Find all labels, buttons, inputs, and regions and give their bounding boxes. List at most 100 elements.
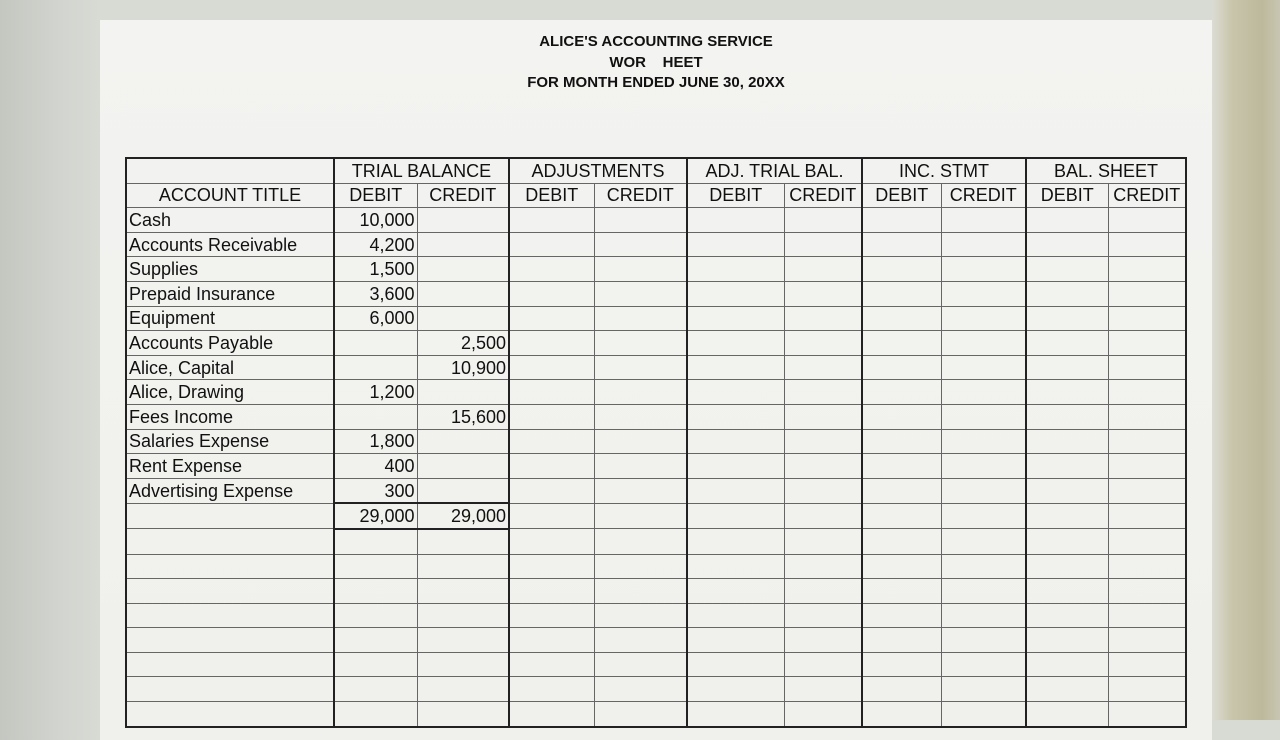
is-credit — [940, 651, 1027, 678]
adj-credit — [593, 602, 688, 629]
is-credit — [940, 305, 1027, 332]
adj-debit — [508, 701, 595, 728]
is-debit — [861, 651, 942, 678]
account-cell: Rent Expense — [125, 453, 335, 479]
tb-credit — [416, 701, 510, 728]
is-credit — [940, 578, 1027, 604]
bs-debit — [1025, 578, 1109, 604]
tb-debit — [333, 627, 418, 653]
account-cell: Alice, Capital — [125, 354, 335, 381]
account-title-header: ACCOUNT TITLE — [125, 182, 335, 209]
atb-debit — [686, 651, 785, 678]
bs-debit — [1025, 379, 1109, 405]
bs-debit — [1025, 553, 1109, 580]
adj-debit — [508, 502, 595, 530]
bs-debit — [1025, 502, 1109, 530]
is-debit — [861, 207, 942, 233]
empty-row — [125, 651, 1187, 678]
tb-credit — [416, 528, 510, 555]
is-credit — [940, 428, 1027, 455]
tb-debit: 1,800 — [333, 428, 418, 455]
tb-credit — [416, 676, 510, 703]
adj-credit — [593, 453, 688, 479]
atb-debit — [686, 379, 785, 405]
atb-credit — [783, 354, 863, 381]
bs-credit — [1107, 354, 1187, 381]
is-credit — [940, 676, 1027, 703]
tb-debit — [333, 528, 418, 555]
table-row: Equipment 6,000 — [125, 305, 1187, 332]
adj-debit — [508, 305, 595, 332]
atb-credit — [783, 651, 863, 678]
is-credit — [940, 330, 1027, 356]
is-credit — [940, 280, 1027, 307]
bs-credit — [1107, 528, 1187, 555]
adj-credit — [593, 354, 688, 381]
account-cell: Equipment — [125, 305, 335, 332]
is-debit — [861, 602, 942, 629]
debit-header: DEBIT — [333, 182, 418, 209]
is-debit — [861, 280, 942, 307]
is-debit — [861, 428, 942, 455]
empty-row — [125, 602, 1187, 629]
tb-credit: 15,600 — [416, 403, 510, 430]
adj-credit — [593, 256, 688, 282]
empty-row — [125, 553, 1187, 580]
company-name: ALICE'S ACCOUNTING SERVICE — [539, 33, 773, 50]
adj-credit — [593, 701, 688, 728]
atb-credit — [783, 330, 863, 356]
bs-credit — [1107, 256, 1187, 282]
group-header: ADJ. TRIAL BAL. — [686, 156, 863, 184]
table-row: Accounts Payable 2,500 — [125, 330, 1187, 356]
adj-debit — [508, 231, 595, 258]
account-cell — [125, 502, 335, 530]
credit-header: CREDIT — [416, 182, 510, 209]
credit-header: CREDIT — [783, 182, 863, 209]
account-cell: Advertising Expense — [125, 477, 335, 504]
table-row: Supplies 1,500 — [125, 256, 1187, 282]
atb-credit — [783, 428, 863, 455]
tb-credit — [416, 280, 510, 307]
account-cell: Alice, Drawing — [125, 379, 335, 405]
account-cell — [125, 676, 335, 703]
atb-credit — [783, 553, 863, 580]
is-debit — [861, 256, 942, 282]
adj-debit — [508, 428, 595, 455]
tb-credit — [416, 207, 510, 233]
tb-debit — [333, 602, 418, 629]
tb-credit — [416, 602, 510, 629]
tb-debit — [333, 651, 418, 678]
adj-debit — [508, 477, 595, 504]
tb-debit: 300 — [333, 477, 418, 504]
is-debit — [861, 453, 942, 479]
is-credit — [940, 379, 1027, 405]
bs-debit — [1025, 256, 1109, 282]
adj-debit — [508, 403, 595, 430]
atb-credit — [783, 231, 863, 258]
adj-credit — [593, 305, 688, 332]
adj-debit — [508, 578, 595, 604]
atb-credit — [783, 207, 863, 233]
tb-credit — [416, 256, 510, 282]
adj-debit — [508, 553, 595, 580]
account-cell — [125, 602, 335, 629]
debit-header: DEBIT — [1025, 182, 1109, 209]
is-debit — [861, 330, 942, 356]
adj-credit — [593, 403, 688, 430]
account-cell: Fees Income — [125, 403, 335, 430]
atb-credit — [783, 453, 863, 479]
atb-credit — [783, 477, 863, 504]
adj-debit — [508, 256, 595, 282]
bs-credit — [1107, 379, 1187, 405]
adj-credit — [593, 502, 688, 530]
bs-credit — [1107, 701, 1187, 728]
tb-credit — [416, 453, 510, 479]
account-cell: Accounts Payable — [125, 330, 335, 356]
account-cell — [125, 528, 335, 555]
adj-credit — [593, 207, 688, 233]
is-credit — [940, 553, 1027, 580]
bs-credit — [1107, 280, 1187, 307]
tb-credit: 29,000 — [416, 502, 510, 530]
adj-credit — [593, 528, 688, 555]
bs-credit — [1107, 453, 1187, 479]
